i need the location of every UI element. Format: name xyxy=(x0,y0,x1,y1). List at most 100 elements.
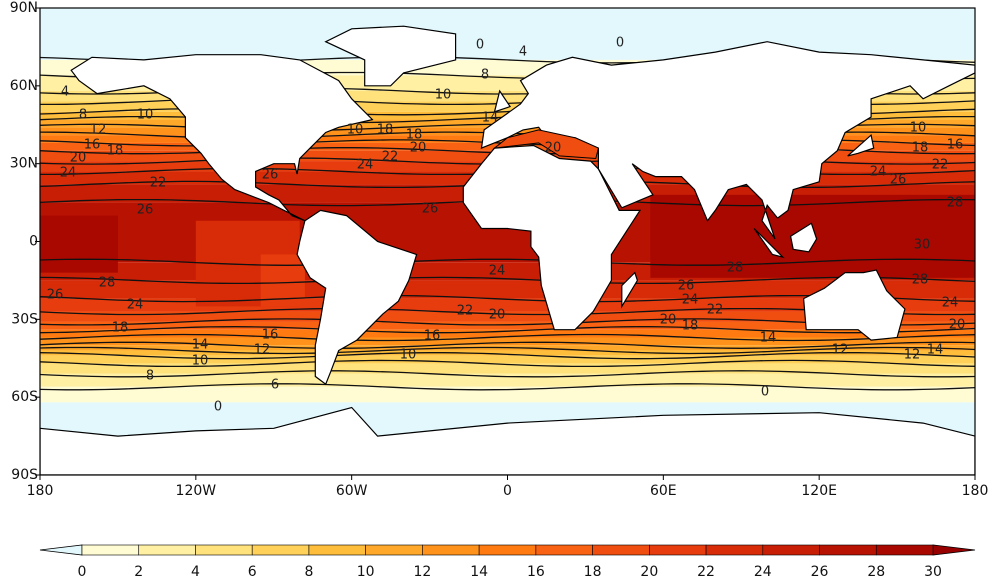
y-tick-label: 60S xyxy=(11,389,38,405)
contour-label: 26 xyxy=(422,202,439,217)
land xyxy=(296,209,418,386)
contour-label: 12 xyxy=(90,123,107,138)
contour-line xyxy=(40,276,975,285)
contour-label: 14 xyxy=(482,111,499,126)
x-tick-label: 180 xyxy=(962,483,989,499)
colorbar-label: 16 xyxy=(527,564,545,578)
colorbar-label: 2 xyxy=(134,564,143,578)
sst-band xyxy=(40,329,975,338)
land xyxy=(462,144,642,331)
colorbar-box xyxy=(535,544,593,556)
contour-label: 10 xyxy=(435,88,452,103)
contour-label: 16 xyxy=(947,138,964,153)
contour-label: 26 xyxy=(47,288,64,303)
contour-label: 10 xyxy=(192,354,209,369)
x-tick-label: 0 xyxy=(503,483,512,499)
land xyxy=(493,89,512,113)
land xyxy=(70,54,374,222)
contour-label: 26 xyxy=(137,203,154,218)
colorbar-label: 20 xyxy=(640,564,658,578)
colorbar-label: 22 xyxy=(697,564,715,578)
contour-label: 28 xyxy=(727,261,744,276)
contour-label: 16 xyxy=(84,138,101,153)
colorbar-box xyxy=(81,544,140,556)
colorbar-box xyxy=(875,544,934,556)
sst-band xyxy=(40,91,975,102)
contour-label: 26 xyxy=(890,173,907,188)
colorbar-box xyxy=(251,544,310,556)
sst-band xyxy=(40,321,975,330)
contour-label: 4 xyxy=(61,85,69,100)
colorbar-label: 24 xyxy=(754,564,772,578)
contour-label: 12 xyxy=(832,343,849,358)
land xyxy=(480,41,975,240)
x-tick-label: 60W xyxy=(336,483,368,499)
contour-label: 22 xyxy=(382,150,399,165)
contour-label: 20 xyxy=(949,318,966,333)
sst-band xyxy=(40,386,975,403)
x-tick-label: 180 xyxy=(27,483,54,499)
contour-label: 6 xyxy=(271,378,279,393)
colorbar-label: 6 xyxy=(248,564,257,578)
colorbar-label: 30 xyxy=(924,564,942,578)
colorbar-label: 26 xyxy=(811,564,829,578)
colorbar-label: 14 xyxy=(470,564,488,578)
x-tick-label: 60E xyxy=(650,483,677,499)
contour-label: 20 xyxy=(489,308,506,323)
colorbar-box xyxy=(762,544,820,556)
contour-label: 24 xyxy=(127,298,144,313)
contour-label: 24 xyxy=(489,264,506,279)
y-tick-label: 90S xyxy=(11,467,38,483)
contour-label: 24 xyxy=(870,165,887,180)
contour-label: 12 xyxy=(904,348,921,363)
contour-label: 16 xyxy=(262,328,279,343)
sst-band xyxy=(40,363,975,374)
land xyxy=(847,133,875,157)
contour-label: 14 xyxy=(927,343,944,358)
land xyxy=(621,271,639,309)
colorbar-label: 28 xyxy=(867,564,885,578)
contour-label: 14 xyxy=(760,331,777,346)
colorbar-label: 18 xyxy=(584,564,602,578)
contour-label: 10 xyxy=(400,348,417,363)
contour-label: 20 xyxy=(660,313,677,328)
contour-label: 26 xyxy=(262,168,279,183)
contour-label: 10 xyxy=(910,121,927,136)
colorbar-label: 10 xyxy=(357,564,375,578)
colorbar-box xyxy=(705,544,764,556)
colorbar-box xyxy=(422,544,480,556)
contour-label: 18 xyxy=(107,144,124,159)
colorbar-box xyxy=(592,544,650,556)
colorbar-box xyxy=(649,544,707,556)
y-tick-label: 30S xyxy=(11,311,38,327)
contour-label: 20 xyxy=(410,141,427,156)
land xyxy=(40,406,975,475)
contour-label: 8 xyxy=(481,68,489,83)
colorbar-label: 0 xyxy=(78,564,87,578)
contour-label: 20 xyxy=(545,141,562,156)
sst-band xyxy=(40,350,975,356)
contour-label: 20 xyxy=(70,151,87,166)
contour-label: 4 xyxy=(519,45,527,60)
contour-label: 18 xyxy=(682,319,699,334)
contour-label: 14 xyxy=(192,338,209,353)
land xyxy=(802,269,906,341)
contour-label: 22 xyxy=(707,303,724,318)
contour-label: 18 xyxy=(406,128,423,143)
colorbar-box xyxy=(819,544,877,556)
contour-label: 22 xyxy=(932,158,949,173)
contour-label: 16 xyxy=(424,329,441,344)
x-tick-label: 120E xyxy=(801,483,837,499)
sst-band xyxy=(40,337,975,346)
colorbar-box xyxy=(308,544,366,556)
contour-line xyxy=(40,352,975,360)
contour-line xyxy=(40,383,975,391)
land xyxy=(324,25,457,87)
colorbar: 0 2 4 6 8 10 12 14 16 18 20 22 24 26 28 30 xyxy=(39,544,976,578)
contour-line xyxy=(40,359,975,368)
contour-label: 28 xyxy=(947,196,964,211)
sst-band xyxy=(40,311,975,322)
